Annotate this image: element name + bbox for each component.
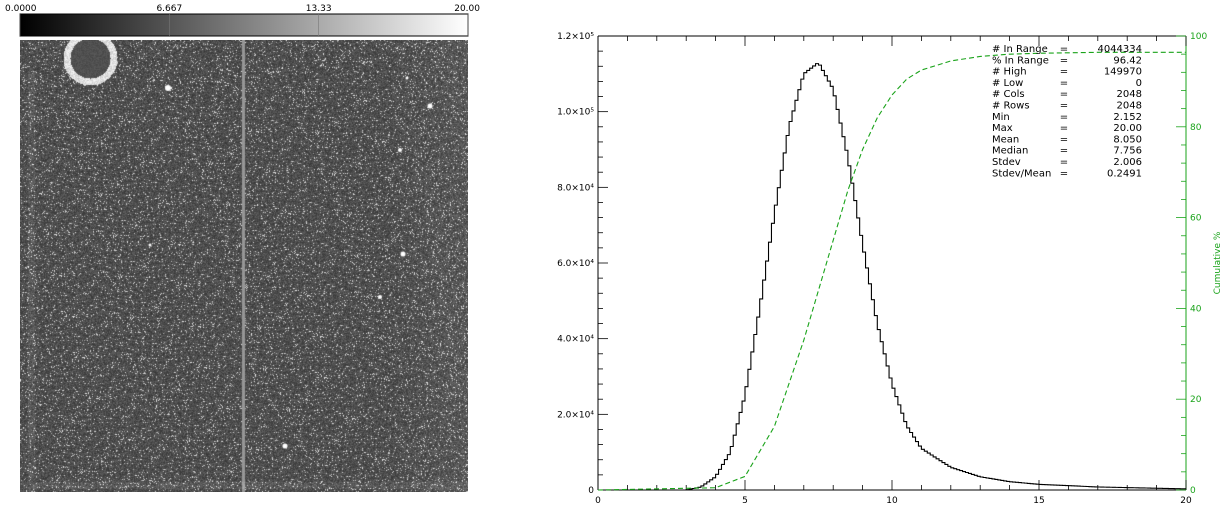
stat-label: # Low (992, 78, 1023, 89)
y-tick-label: 1.2×10⁵ (557, 32, 594, 42)
colorbar-svg: 0.0000 6.667 13.33 20.00 (5, 4, 480, 37)
stat-label: # Rows (992, 101, 1030, 112)
stat-row: Mean = 8.050 (992, 134, 1142, 145)
colorbar-tick-label: 20.00 (454, 4, 480, 14)
stat-value: 0.2491 (1107, 168, 1142, 179)
stat-equals: = (1060, 78, 1068, 89)
stat-label: # High (992, 67, 1027, 78)
stat-label: Median (992, 146, 1028, 157)
stat-equals: = (1060, 146, 1068, 157)
stat-equals: = (1060, 44, 1068, 55)
stat-label: Mean (992, 134, 1019, 145)
stat-equals: = (1060, 134, 1068, 145)
stat-row: # Low = 0 (992, 78, 1142, 89)
detector-image (20, 40, 468, 492)
x-tick-label: 15 (1033, 496, 1044, 506)
stat-value: 2.152 (1113, 112, 1142, 123)
stat-equals: = (1060, 123, 1068, 134)
y2-tick-label: 40 (1190, 304, 1202, 314)
stat-value: 8.050 (1113, 134, 1142, 145)
y-tick-label: 1.0×10⁵ (557, 108, 594, 118)
y2-tick-label: 20 (1190, 395, 1202, 405)
stat-row: Max = 20.00 (992, 123, 1142, 134)
x-tick-label: 10 (886, 496, 898, 506)
stat-label: # Cols (992, 89, 1025, 100)
stat-row: # Rows = 2048 (992, 101, 1142, 112)
stat-label: Stdev (992, 157, 1021, 168)
stat-label: % In Range (992, 55, 1049, 66)
y-tick-label: 0 (588, 486, 594, 496)
y2-tick-label: 80 (1190, 123, 1202, 133)
colorbar-tick-label: 0.0000 (5, 4, 37, 14)
stat-row: Median = 7.756 (992, 146, 1142, 157)
stat-value: 96.42 (1113, 55, 1142, 66)
y2-axis-label: Cumulative % (1213, 231, 1223, 294)
stat-equals: = (1060, 157, 1068, 168)
stat-label: Min (992, 112, 1010, 123)
colorbar-tick-label: 6.667 (156, 4, 182, 14)
y-tick-label: 4.0×10⁴ (557, 335, 594, 345)
stat-value: 2048 (1117, 101, 1142, 112)
stat-row: Stdev/Mean = 0.2491 (992, 168, 1142, 179)
detector-image-canvas (20, 40, 468, 492)
stat-label: Max (992, 123, 1013, 134)
y2-tick-label: 60 (1190, 214, 1202, 224)
y2-tick-label: 0 (1190, 486, 1196, 496)
stat-equals: = (1060, 55, 1068, 66)
histogram-series-line (598, 63, 1186, 491)
histogram-plot: 0 5 10 15 2002.0×10⁴4.0×10⁴6.0×10⁴8.0×10⁴1.0… (557, 32, 1223, 506)
stat-value: 7.756 (1113, 146, 1142, 157)
stat-equals: = (1060, 101, 1068, 112)
stat-label: # In Range (992, 44, 1048, 55)
y-tick-label: 2.0×10⁴ (557, 410, 594, 420)
y2-tick-label: 100 (1190, 32, 1207, 42)
stat-equals: = (1060, 112, 1068, 123)
stat-value: 2.006 (1113, 157, 1142, 168)
x-tick-label: 0 (595, 496, 601, 506)
colorbar-tick-label: 13.33 (306, 4, 332, 14)
stat-value: 20.00 (1113, 123, 1142, 134)
stat-row: # High = 149970 (992, 67, 1142, 78)
y-tick-label: 6.0×10⁴ (557, 259, 594, 269)
x-tick-label: 20 (1180, 496, 1192, 506)
colorbar-gradient (19, 13, 469, 37)
stat-label: Stdev/Mean (992, 168, 1051, 179)
stat-value: 4044334 (1097, 44, 1142, 55)
colorbar: 0.0000 6.667 13.33 20.00 (0, 0, 490, 40)
stat-equals: = (1060, 168, 1068, 179)
stat-value: 2048 (1117, 89, 1142, 100)
stat-row: # Cols = 2048 (992, 89, 1142, 100)
x-tick-label: 5 (742, 496, 748, 506)
stat-row: Stdev = 2.006 (992, 157, 1142, 168)
stat-row: Min = 2.152 (992, 112, 1142, 123)
stat-equals: = (1060, 89, 1068, 100)
stat-value: 149970 (1104, 67, 1142, 78)
y-tick-label: 8.0×10⁴ (557, 183, 594, 193)
stat-value: 0 (1136, 78, 1142, 89)
stat-row: % In Range = 96.42 (992, 55, 1142, 66)
stat-equals: = (1060, 67, 1068, 78)
cumulative-series-line (597, 51, 1187, 491)
stat-row: # In Range = 4044334 (992, 44, 1142, 55)
